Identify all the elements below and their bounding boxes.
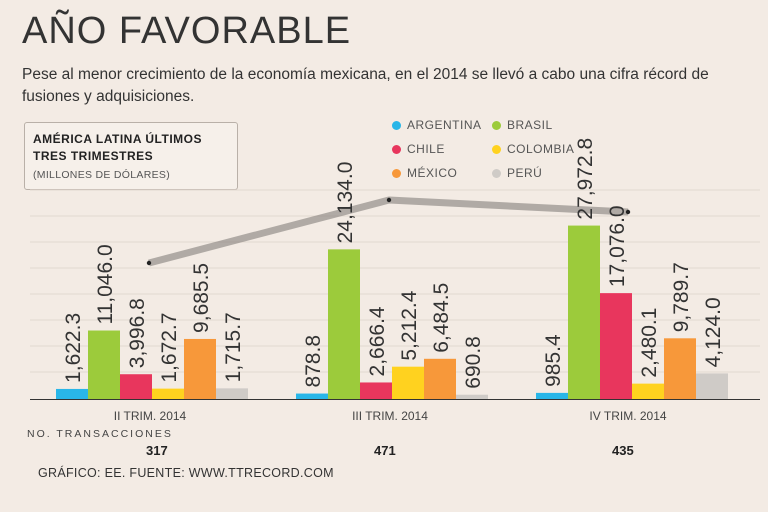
bar-méxico-3	[424, 358, 456, 399]
bar-méxico-2	[184, 338, 216, 399]
bar-argentina-3	[296, 393, 328, 399]
data-label: 9,789.7	[670, 262, 693, 332]
bar-brasil-2	[88, 330, 120, 399]
transactions-point	[146, 260, 152, 266]
transactions-trend-line	[148, 196, 629, 267]
legend-item-méxico: MÉXICO	[392, 166, 457, 180]
legend-label: MÉXICO	[407, 166, 458, 180]
bar-colombia-4	[632, 383, 664, 399]
bar-brasil-3	[328, 249, 360, 399]
data-label: 2,666.4	[366, 306, 389, 376]
subtitle: Pese al menor crecimiento de la economía…	[22, 66, 709, 105]
info-box-units: (MILLONES DE DÓLARES)	[33, 169, 170, 181]
transactions-value-q4: 435	[612, 443, 634, 458]
data-label: 1,622.3	[62, 313, 85, 383]
bar-argentina-4	[536, 392, 568, 399]
legend-swatch	[392, 121, 401, 130]
data-label: 878.8	[302, 335, 325, 388]
data-label: 985.4	[542, 334, 565, 387]
data-label: 17,076.0	[606, 205, 629, 287]
data-label: 4,124.0	[702, 297, 725, 367]
data-label: 27,972.8	[574, 138, 597, 220]
source-footer: GRÁFICO: EE. FUENTE: WWW.TTRECORD.COM	[38, 466, 334, 480]
legend-item-perú: PERÚ	[492, 166, 542, 180]
legend-swatch	[392, 145, 401, 154]
bar-chile-2	[120, 374, 152, 399]
legend-item-colombia: COLOMBIA	[492, 142, 574, 156]
legend-swatch	[392, 169, 401, 178]
legend-label: CHILE	[407, 142, 445, 156]
legend-item-brasil: BRASIL	[492, 118, 553, 132]
data-label: 9,685.5	[190, 263, 213, 333]
bar-perú-3	[456, 394, 488, 399]
transactions-value-q2: 317	[146, 443, 168, 458]
data-label: 11,046.0	[94, 244, 117, 324]
data-label: 6,484.5	[430, 283, 453, 353]
page-title: AÑO FAVORABLE	[22, 10, 352, 52]
legend-label: BRASIL	[507, 118, 553, 132]
data-label: 3,996.8	[126, 298, 149, 368]
bar-chile-4	[600, 293, 632, 399]
data-label: 690.8	[462, 336, 485, 389]
info-box-title: AMÉRICA LATINA ÚLTIMOS TRES TRIMESTRES	[33, 132, 202, 163]
bar-brasil-4	[568, 225, 600, 399]
bar-colombia-2	[152, 388, 184, 399]
data-label: 1,672.7	[158, 313, 181, 383]
bar-argentina-2	[56, 388, 88, 399]
data-label: 2,480.1	[638, 308, 661, 378]
bar-méxico-4	[664, 338, 696, 399]
data-label: 5,212.4	[398, 290, 421, 360]
bar-colombia-3	[392, 366, 424, 399]
data-label: 1,715.7	[222, 312, 245, 382]
legend-label: PERÚ	[507, 166, 543, 180]
legend-swatch	[492, 145, 501, 154]
legend-item-chile: CHILE	[392, 142, 445, 156]
x-tick-label: IV TRIM. 2014	[589, 409, 666, 423]
bar-chile-3	[360, 382, 392, 399]
transactions-value-q3: 471	[374, 443, 396, 458]
bar-perú-4	[696, 373, 728, 399]
legend-label: COLOMBIA	[507, 142, 575, 156]
transactions-point	[386, 197, 392, 203]
legend-label: ARGENTINA	[407, 118, 482, 132]
transactions-label: NO. TRANSACCIONES	[27, 428, 173, 440]
transactions-point	[625, 209, 631, 215]
legend-item-argentina: ARGENTINA	[392, 118, 482, 132]
data-label: 24,134.0	[334, 162, 357, 244]
legend-swatch	[492, 169, 501, 178]
x-tick-label: II TRIM. 2014	[114, 409, 187, 423]
x-tick-label: III TRIM. 2014	[352, 409, 428, 423]
legend-swatch	[492, 121, 501, 130]
bar-perú-2	[216, 388, 248, 399]
